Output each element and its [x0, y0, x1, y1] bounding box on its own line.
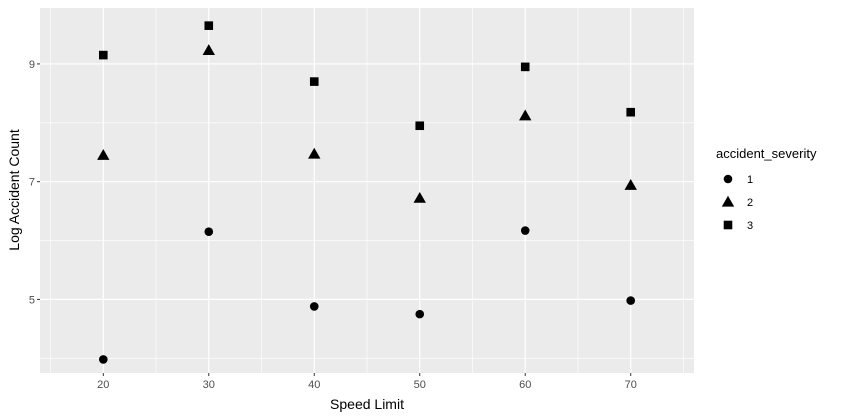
y-axis-title: Log Accident Count — [6, 129, 22, 251]
x-tick-label: 70 — [625, 379, 637, 391]
x-tick-label: 20 — [97, 379, 109, 391]
data-point-triangle — [624, 179, 637, 190]
legend-label: 1 — [747, 174, 753, 186]
data-point-square — [415, 121, 425, 131]
data-point-triangle — [413, 191, 426, 203]
data-point-triangle — [519, 109, 532, 121]
legend-label: 3 — [747, 220, 753, 232]
data-point-circle — [520, 226, 530, 235]
x-tick-label: 30 — [203, 379, 215, 391]
data-point-circle — [415, 309, 425, 319]
legend-key-square — [723, 220, 733, 230]
axis-ticks — [37, 63, 632, 376]
y-tick-label: 9 — [29, 59, 35, 71]
data-point-circle — [309, 302, 319, 311]
data-point-square — [98, 50, 108, 60]
axis-tick-labels: 20 30 40 50 60 70 5 7 9 — [29, 59, 637, 391]
data-point-triangle — [202, 44, 215, 56]
y-tick-label: 5 — [29, 294, 35, 306]
data-point-triangle — [97, 148, 110, 160]
minor-gridlines — [40, 8, 694, 373]
data-point-triangle — [308, 147, 321, 159]
data-point-square — [204, 21, 214, 30]
data-point-circle — [626, 296, 636, 305]
data-point-square — [626, 107, 636, 117]
data-point-circle — [98, 355, 108, 364]
legend-title: accident_severity — [716, 146, 817, 161]
data-point-square — [309, 77, 319, 86]
y-tick-label: 7 — [29, 177, 35, 189]
legend-key-triangle — [721, 195, 735, 207]
x-tick-label: 40 — [308, 379, 320, 391]
legend-label: 2 — [747, 197, 753, 209]
data-point-square — [520, 62, 530, 72]
x-tick-label: 50 — [414, 379, 426, 391]
major-gridlines — [40, 8, 694, 373]
data-point-circle — [204, 227, 214, 237]
x-axis-title: Speed Limit — [330, 396, 404, 412]
data-points — [97, 21, 637, 364]
x-tick-label: 60 — [519, 379, 531, 391]
legend: accident_severity 1 2 3 — [716, 146, 817, 232]
legend-key-circle — [723, 174, 733, 184]
